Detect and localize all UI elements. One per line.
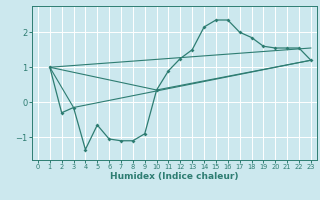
X-axis label: Humidex (Indice chaleur): Humidex (Indice chaleur) [110, 172, 239, 181]
